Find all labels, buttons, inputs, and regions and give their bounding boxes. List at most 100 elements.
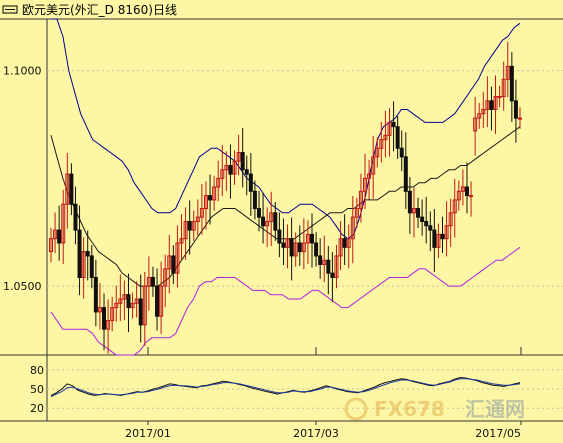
candle-body [456,190,461,201]
candle-body [481,108,486,115]
candle-body [477,113,482,119]
candle-body [293,242,298,257]
candle-body [407,190,412,214]
candle-body [391,121,396,128]
candle-body [505,65,510,80]
x-tick-label: 2017/05 [475,427,521,440]
candle-body [69,173,74,205]
candle-body [142,285,147,326]
candle-body [89,255,94,278]
candle-body [216,177,221,188]
candle-body [244,169,249,175]
candle-body [175,242,180,274]
candle-body [367,173,372,179]
candle-body [61,203,66,244]
candle-body [199,208,204,218]
watermark: FX678 汇通网 [344,397,525,421]
candle-body [281,242,286,248]
watermark-text-cn: 汇通网 [465,397,525,421]
candle-body [269,212,274,222]
candle-body [187,220,192,231]
title-bar: 欧元美元(外汇_D 8160)日线 [2,3,177,17]
y-tick-label-osc: 80 [30,364,44,377]
candle-body [452,199,457,214]
candle-body [301,242,306,253]
candle-body [85,251,90,257]
watermark-logo-icon [344,397,368,421]
candle-body [171,255,176,274]
candle-body [387,121,392,136]
candle-body [342,238,347,248]
x-tick-label: 2017/03 [293,427,339,440]
candle-body [460,186,465,192]
candle-body [155,285,160,317]
candle-body [314,242,319,257]
y-tick-label-main: 1.1000 [3,65,42,78]
candle-body [440,233,445,240]
oscillator-panel [47,369,563,409]
candle-body [236,152,241,162]
candle-body [256,208,261,218]
candle-body [163,268,168,287]
candle-body [469,195,474,198]
candle-body [49,238,53,253]
candle-body [114,302,119,309]
candle-body [93,276,98,313]
watermark-text-fx: FX678 [374,397,445,421]
candle-body [77,229,82,278]
candle-body [424,220,429,227]
y-tick-label-osc: 50 [30,383,44,396]
candle-body [322,259,327,266]
candle-body [220,169,225,179]
candle-body [358,190,363,210]
candle-body [289,238,294,257]
candle-body [212,186,217,201]
candle-body [265,220,270,227]
candle-body [285,238,290,248]
candle-body [110,307,115,322]
candle-body [432,229,437,248]
candle-body [379,139,384,149]
candle-body [203,195,208,210]
candle-body [224,164,229,171]
x-axis: 2017/01 2017/03 2017/05 [125,347,522,440]
candle-body [334,255,339,278]
candle-body [102,307,107,330]
candle-body [310,233,315,244]
candle-body [81,251,86,278]
candle-body [403,156,408,192]
candle-body [167,255,172,270]
candle-body [106,320,111,330]
candle-body [232,160,237,175]
candle-body [444,225,449,240]
candle-body [464,186,469,197]
candle-body [489,100,494,110]
candle-body [375,147,380,158]
oscillator-line-1 [50,378,521,398]
candle-body [228,164,233,175]
y-tick-label-osc: 20 [30,402,44,415]
candle-body [395,126,400,149]
candle-body [179,238,184,244]
candle-body [420,216,425,222]
candle-body [326,259,331,274]
candle-body [146,276,151,287]
candle-body [501,78,506,98]
candle-body [428,225,433,231]
candle-body [513,100,518,119]
candle-body [240,152,245,171]
candle-body [57,229,62,244]
window-box-icon[interactable] [2,5,18,14]
candle-body [473,117,478,132]
candle-body [150,276,155,287]
y-axis-oscillator: 80 50 20 [30,364,44,415]
candle-body [338,238,343,257]
candle-body [248,173,253,192]
candle-body [53,229,58,240]
upper-band-line [51,18,521,240]
candle-body [305,233,310,244]
candle-body [252,190,257,210]
candle-body [363,177,368,192]
